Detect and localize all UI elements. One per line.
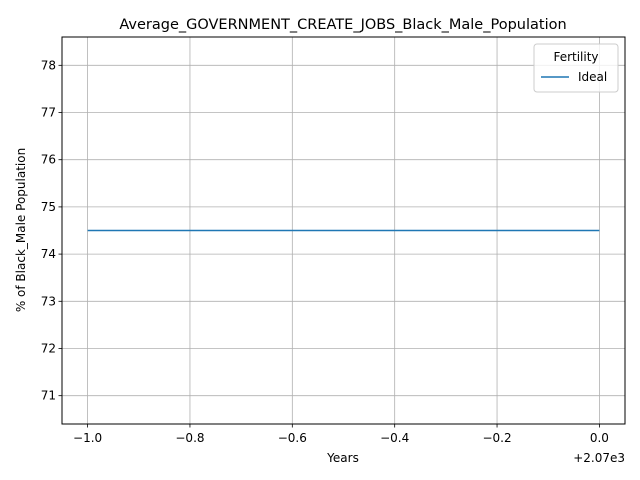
y-tick-label: 72 (41, 341, 56, 355)
plot-frame (61, 36, 626, 425)
x-tick-label: −0.6 (278, 431, 307, 445)
legend-label-ideal: Ideal (578, 70, 607, 84)
y-tick-label: 76 (41, 153, 56, 167)
y-tick-label: 73 (41, 294, 56, 308)
legend-title: Fertility (553, 50, 598, 64)
x-tick-label: 0.0 (590, 431, 609, 445)
x-axis-ticks: −1.0 −0.8 −0.6 −0.4 −0.2 0.0 (73, 424, 609, 445)
x-tick-label: −0.2 (482, 431, 511, 445)
y-tick-label: 75 (41, 200, 56, 214)
x-tick-label: −1.0 (73, 431, 102, 445)
y-tick-label: 71 (41, 389, 56, 403)
x-tick-label: −0.4 (380, 431, 409, 445)
x-axis-offset-label: +2.07e3 (573, 451, 625, 465)
legend-box (533, 43, 619, 93)
legend: Fertility Ideal (533, 43, 619, 93)
x-tick-label: −0.8 (175, 431, 204, 445)
y-tick-label: 78 (41, 58, 56, 72)
y-axis-label: % of Black_Male Population (14, 148, 28, 312)
x-axis-label: Years (326, 451, 359, 465)
y-axis-ticks: 71 72 73 74 75 76 77 78 (41, 58, 62, 403)
chart-title: Average_GOVERNMENT_CREATE_JOBS_Black_Mal… (119, 17, 566, 33)
y-tick-label: 74 (41, 247, 56, 261)
y-tick-label: 77 (41, 106, 56, 120)
